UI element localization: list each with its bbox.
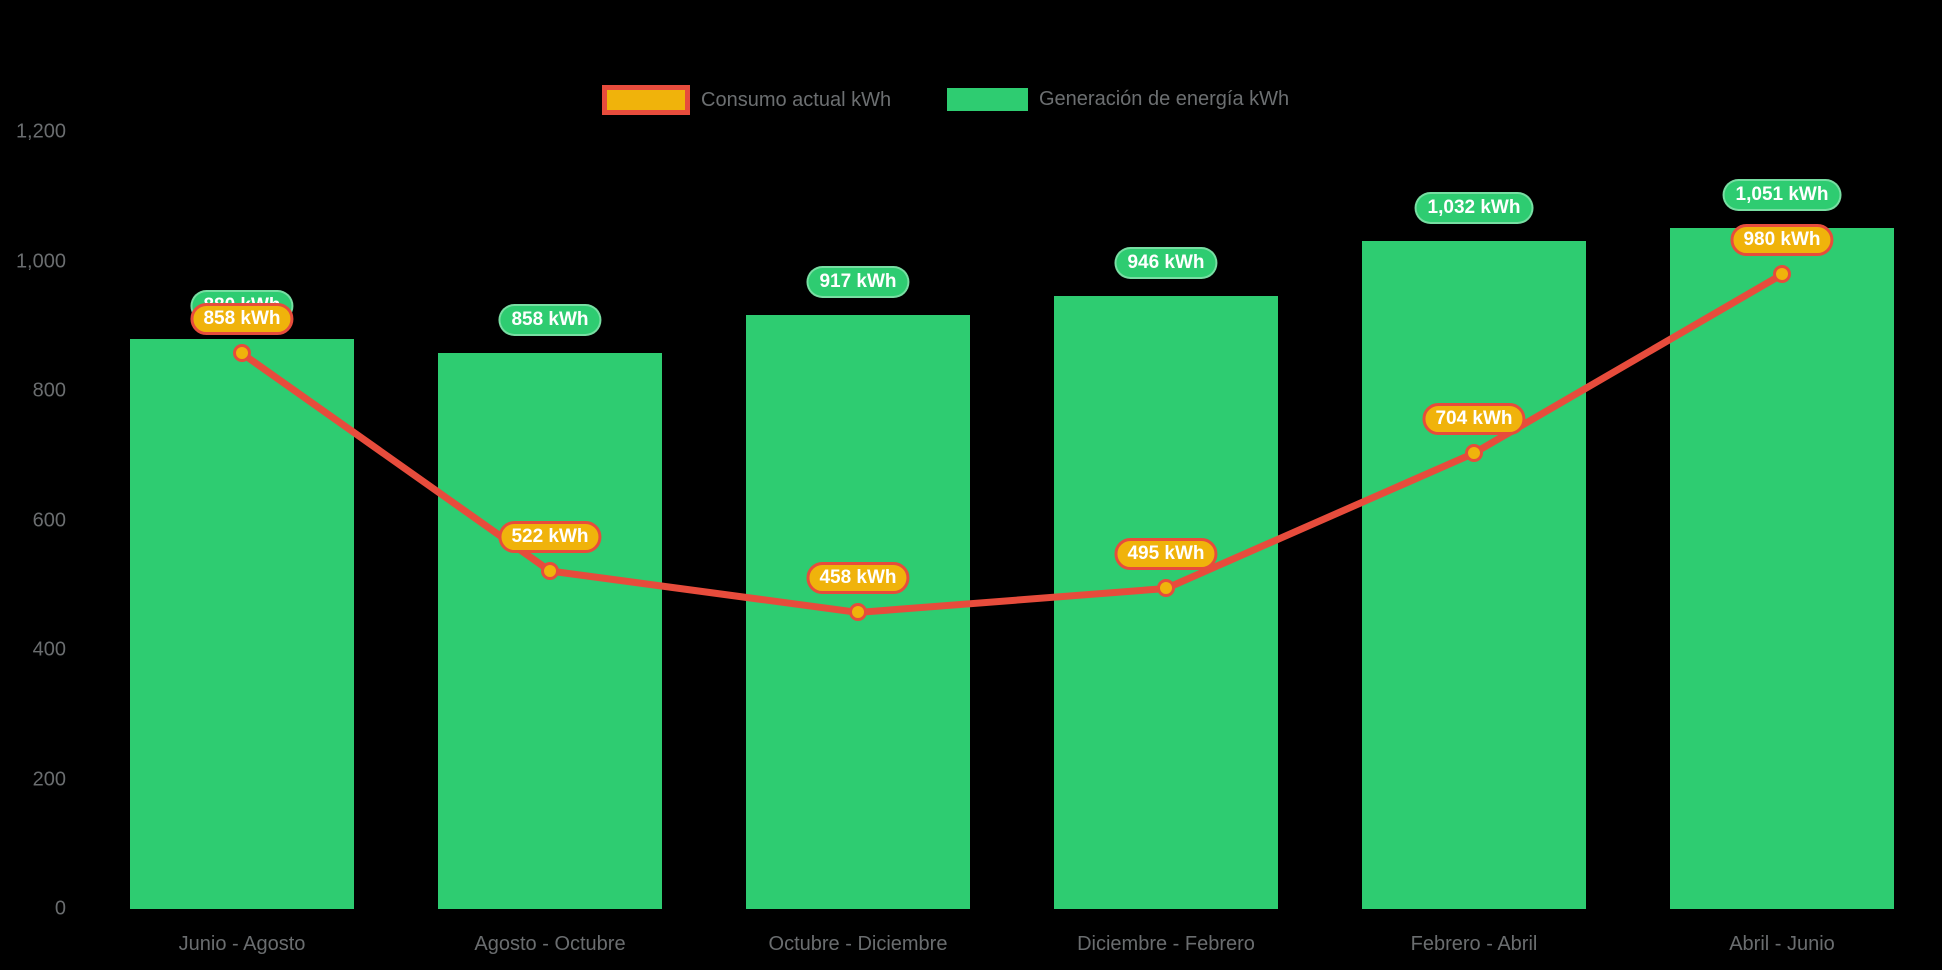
- consumption-value-pill: 458 kWh: [806, 562, 910, 595]
- consumption-point[interactable]: [233, 344, 251, 363]
- y-tick-label: 1,000: [15, 250, 66, 272]
- x-tick-label: Abril - Junio: [1729, 933, 1835, 955]
- consumption-value-pill: 980 kWh: [1730, 224, 1834, 257]
- generation-value-pill: 1,051 kWh: [1722, 179, 1842, 212]
- generation-value-pill: 946 kWh: [1114, 247, 1218, 280]
- generation-value-pill: 1,032 kWh: [1414, 191, 1534, 224]
- consumption-point[interactable]: [1773, 265, 1791, 284]
- x-tick-label: Diciembre - Febrero: [1077, 933, 1255, 955]
- legend-item-consumo[interactable]: Consumo actual kWh: [602, 85, 891, 115]
- y-tick-label: 400: [32, 638, 66, 661]
- consumption-point[interactable]: [1157, 579, 1175, 598]
- generation-bar[interactable]: [1670, 228, 1894, 909]
- generation-bar[interactable]: [438, 353, 662, 909]
- y-tick-label: 0: [54, 897, 66, 920]
- legend-item-generacion[interactable]: Generación de energía kWh: [947, 88, 1289, 111]
- generation-bar[interactable]: [130, 339, 354, 909]
- generation-value-pill: 858 kWh: [498, 304, 602, 337]
- y-tick-label: 1,200: [15, 120, 66, 143]
- consumption-value-pill: 704 kWh: [1422, 403, 1526, 436]
- x-tick-label: Junio - Agosto: [178, 933, 306, 955]
- consumo-legend-label: Consumo actual kWh: [701, 88, 892, 111]
- y-tick-label: 800: [32, 379, 66, 402]
- x-tick-label: Octubre - Diciembre: [768, 933, 948, 955]
- consumption-value-pill: 858 kWh: [190, 303, 294, 336]
- consumo-legend-swatch: [602, 85, 690, 115]
- consumption-value-pill: 522 kWh: [498, 521, 602, 553]
- generacion-legend-label: Generación de energía kWh: [1039, 88, 1290, 110]
- consumption-point[interactable]: [1465, 444, 1483, 463]
- consumption-value-pill: 495 kWh: [1114, 538, 1218, 571]
- consumption-point[interactable]: [849, 603, 867, 622]
- generation-bar[interactable]: [1054, 296, 1278, 909]
- generation-bar[interactable]: [1362, 240, 1586, 909]
- generacion-legend-swatch: [947, 88, 1028, 111]
- x-tick-label: Agosto - Octubre: [474, 933, 626, 955]
- generation-value-pill: 917 kWh: [806, 266, 910, 299]
- y-tick-label: 200: [32, 768, 66, 790]
- y-tick-label: 600: [32, 509, 66, 531]
- consumption-point[interactable]: [541, 562, 559, 580]
- x-tick-label: Febrero - Abril: [1410, 933, 1538, 955]
